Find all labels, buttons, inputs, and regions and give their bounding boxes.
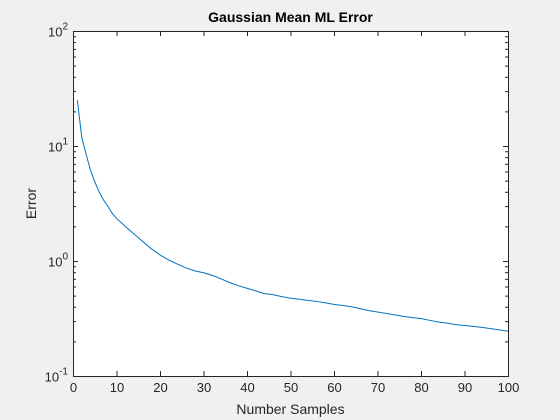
x-tick-label: 70 xyxy=(371,380,385,395)
plot-area xyxy=(73,31,508,376)
x-tick-label: 0 xyxy=(70,380,77,395)
y-tick-label: 102 xyxy=(48,22,68,40)
x-tick-label: 50 xyxy=(284,380,298,395)
y-tick-label: 100 xyxy=(48,252,68,270)
y-tick-label: 10-1 xyxy=(45,367,69,385)
x-axis-label: Number Samples xyxy=(236,401,344,417)
x-tick-label: 40 xyxy=(240,380,254,395)
y-axis-label: Error xyxy=(23,188,39,219)
x-tick-label: 80 xyxy=(414,380,428,395)
x-tick-label: 10 xyxy=(110,380,124,395)
x-tick-label: 60 xyxy=(327,380,341,395)
series-line xyxy=(76,100,509,332)
chart-title: Gaussian Mean ML Error xyxy=(208,9,373,25)
x-tick-label: 100 xyxy=(498,380,520,395)
x-tick-label: 30 xyxy=(197,380,211,395)
chart-marks xyxy=(76,100,509,332)
axis-ticks: 0 10 20 30 40 50 60 70 80 90 100 10-1 100 101 102 xyxy=(45,22,520,396)
x-tick-label: 90 xyxy=(458,380,472,395)
x-tick-label: 20 xyxy=(153,380,167,395)
y-tick-label: 101 xyxy=(48,137,68,155)
